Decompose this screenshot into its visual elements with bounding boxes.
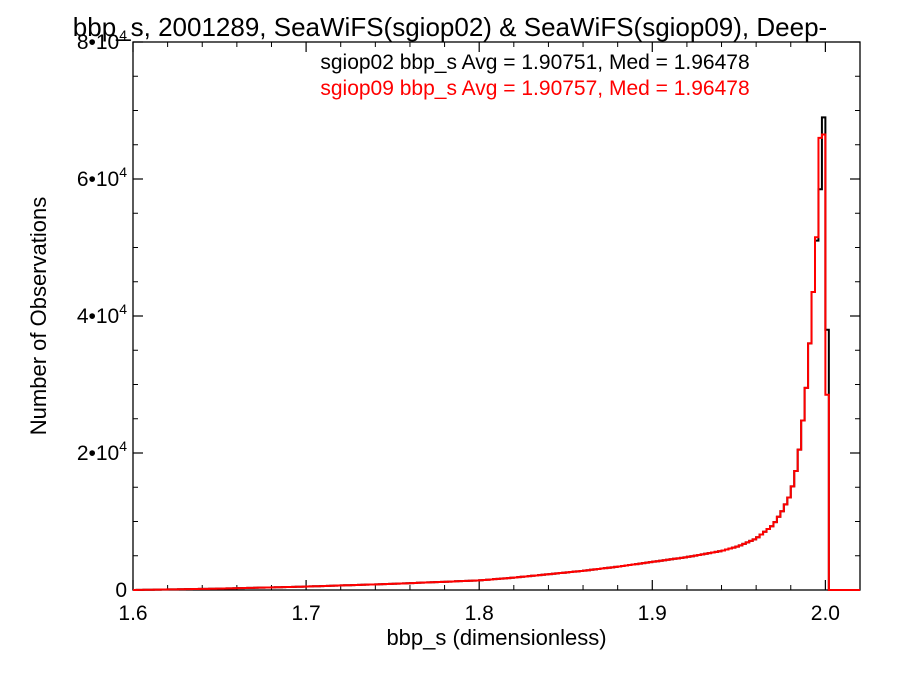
chart-title: bbp_s, 2001289, SeaWiFS(sgiop02) & SeaWi… bbox=[73, 12, 827, 42]
x-tick-label: 1.9 bbox=[638, 602, 667, 625]
y-axis: 0 2•104 4•104 6•104 8•104 bbox=[77, 27, 860, 602]
x-tick-label: 1.6 bbox=[118, 602, 147, 625]
stats-annotation-1: sgiop09 bbp_s Avg = 1.90757, Med = 1.964… bbox=[320, 77, 749, 100]
y-axis-label: Number of Observations bbox=[26, 197, 51, 435]
x-tick-label: 1.8 bbox=[465, 602, 494, 625]
y-tick-label: 8•104 bbox=[77, 27, 127, 54]
y-tick-label: 2•104 bbox=[77, 438, 127, 465]
x-tick-label: 1.7 bbox=[291, 602, 320, 625]
series-layer bbox=[133, 116, 860, 591]
series-line-1 bbox=[133, 133, 860, 591]
y-tick-label: 4•104 bbox=[77, 301, 127, 328]
stats-annotations: sgiop02 bbp_s Avg = 1.90751, Med = 1.964… bbox=[320, 51, 749, 100]
y-tick-label: 0 bbox=[115, 579, 127, 602]
stats-annotation-0: sgiop02 bbp_s Avg = 1.90751, Med = 1.964… bbox=[320, 51, 749, 74]
plot-frame bbox=[132, 41, 861, 591]
y-tick-label: 6•104 bbox=[77, 164, 127, 191]
x-tick-label: 2.0 bbox=[811, 602, 840, 625]
x-axis-label: bbp_s (dimensionless) bbox=[386, 625, 606, 650]
series-line-0 bbox=[133, 116, 860, 591]
x-axis: 1.6 1.7 1.8 1.9 2.0 bbox=[118, 42, 840, 625]
